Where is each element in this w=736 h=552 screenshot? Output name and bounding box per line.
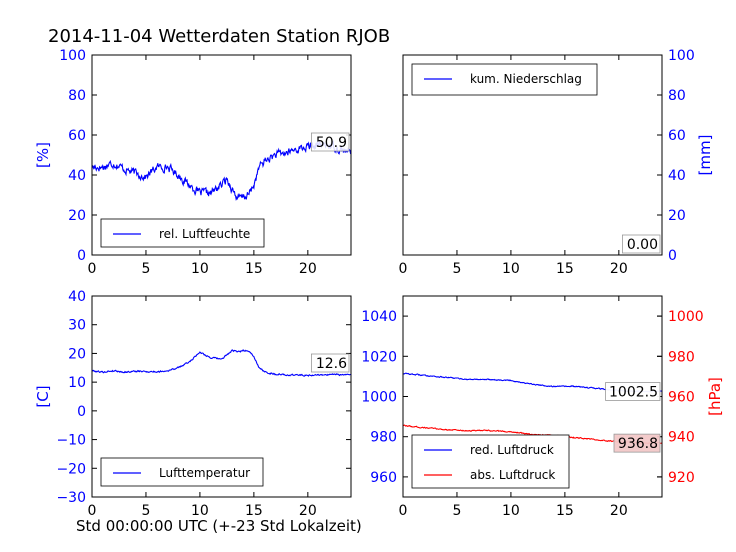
y-tick-label: 1000 — [361, 390, 397, 406]
temperature-panel: 0 5 10 15 20 −30 −20 −10 0 10 20 30 40 [C] 12.6 Lufttem… — [34, 289, 352, 519]
value-annotation: 1002.5 — [609, 384, 658, 400]
y-axis-label: [C] — [34, 385, 52, 407]
x-tick-label: 20 — [610, 261, 628, 277]
y-right-tick-label: 920 — [668, 470, 695, 486]
y-right-tick-label: 980 — [668, 349, 695, 365]
y-tick-label: 980 — [370, 430, 397, 446]
plot-frame — [91, 54, 352, 256]
legend-box — [100, 457, 264, 487]
x-axis-caption: Std 00:00:00 UTC (+-23 Std Lokalzeit) — [76, 517, 362, 535]
x-tick-label: 20 — [299, 261, 317, 277]
legend-label-red-luftdruck: red. Luftdruck — [470, 443, 554, 457]
y-tick-label: 100 — [668, 48, 695, 64]
y-right-axis-label: [hPa] — [706, 377, 724, 416]
value-annotation-box — [605, 382, 661, 401]
legend-box — [100, 218, 265, 248]
y-tick-label: 100 — [59, 48, 86, 64]
value-annotation: 12.6 — [316, 356, 347, 372]
y-tick-label: 80 — [68, 88, 86, 104]
x-tick-label: 5 — [452, 503, 461, 519]
x-tick-label: 10 — [191, 503, 209, 519]
value-annotation-box — [613, 433, 661, 453]
x-tick-label: 0 — [399, 503, 408, 519]
y-right-tick-label: 940 — [668, 430, 695, 446]
y-tick-label: −20 — [56, 461, 86, 477]
x-tick-label: 20 — [610, 503, 628, 519]
y-tick-label: −30 — [56, 490, 86, 506]
y-tick-label: 960 — [370, 470, 397, 486]
x-tick-label: 0 — [88, 503, 97, 519]
x-tick-label: 10 — [191, 261, 209, 277]
figure-title: 2014-11-04 Wetterdaten Station RJOB — [48, 26, 391, 47]
value-annotation: 50.9 — [316, 135, 347, 151]
x-tick-label: 5 — [141, 503, 150, 519]
x-tick-label: 15 — [556, 503, 574, 519]
value-annotation-box — [310, 353, 350, 373]
y-tick-label: 10 — [68, 375, 86, 391]
y-tick-label: 20 — [668, 208, 686, 224]
y-tick-label: 1020 — [361, 349, 397, 365]
y-tick-label: −10 — [56, 433, 86, 449]
y-tick-label: 40 — [68, 289, 86, 305]
x-tick-label: 15 — [245, 261, 263, 277]
x-tick-label: 0 — [88, 261, 97, 277]
legend-label-rel-luftfeuchte: rel. Luftfeuchte — [159, 227, 250, 241]
y-tick-label: 0 — [77, 248, 86, 264]
y-axis-label: [mm] — [696, 135, 714, 176]
y-tick-label: 0 — [668, 248, 677, 264]
value-annotation-box — [622, 234, 661, 254]
x-tick-label: 20 — [299, 503, 317, 519]
y-axis-label: [%] — [34, 142, 52, 168]
x-tick-label: 15 — [556, 261, 574, 277]
x-tick-label: 5 — [452, 261, 461, 277]
x-tick-label: 15 — [245, 503, 263, 519]
value-annotation: 936.8 — [618, 436, 658, 452]
y-tick-label: 40 — [68, 168, 86, 184]
y-tick-label: 20 — [68, 346, 86, 362]
y-right-tick-label: 1000 — [668, 309, 704, 325]
legend-label-lufttemperatur: Lufttemperatur — [159, 466, 250, 480]
y-tick-label: 40 — [668, 168, 686, 184]
y-tick-label: 30 — [68, 318, 86, 334]
plot-frame — [91, 295, 352, 498]
precipitation-panel: 0 5 10 15 20 0 20 40 60 80 100 [mm] 0.00 kum. Nieders… — [399, 48, 714, 277]
x-tick-label: 5 — [141, 261, 150, 277]
y-tick-label: 80 — [668, 88, 686, 104]
y-right-tick-label: 960 — [668, 390, 695, 406]
legend-label-abs-luftdruck: abs. Luftdruck — [470, 468, 555, 482]
y-tick-label: 20 — [68, 208, 86, 224]
x-tick-label: 10 — [502, 261, 520, 277]
humidity-panel: 0 5 10 15 20 0 20 40 60 80 100 [%] 50.9 rel. Luftfeuc… — [34, 48, 352, 277]
x-tick-label: 0 — [399, 261, 408, 277]
value-annotation: 0.00 — [627, 237, 658, 253]
y-tick-label: 60 — [68, 128, 86, 144]
series-line-lufttemperatur — [92, 348, 351, 377]
legend-label-kum-niederschlag: kum. Niederschlag — [470, 72, 582, 86]
series-line-rel-luftfeuchte — [92, 140, 351, 202]
plot-frame — [402, 54, 663, 256]
value-annotation-box — [310, 132, 350, 152]
y-tick-label: 60 — [668, 128, 686, 144]
legend-box — [411, 434, 570, 489]
x-tick-label: 10 — [502, 503, 520, 519]
pressure-panel: 0 5 10 15 20 960 980 1000 1020 1040 920 940 960 980 10… — [361, 295, 724, 519]
y-tick-label: 0 — [77, 404, 86, 420]
y-tick-label: 1040 — [361, 309, 397, 325]
